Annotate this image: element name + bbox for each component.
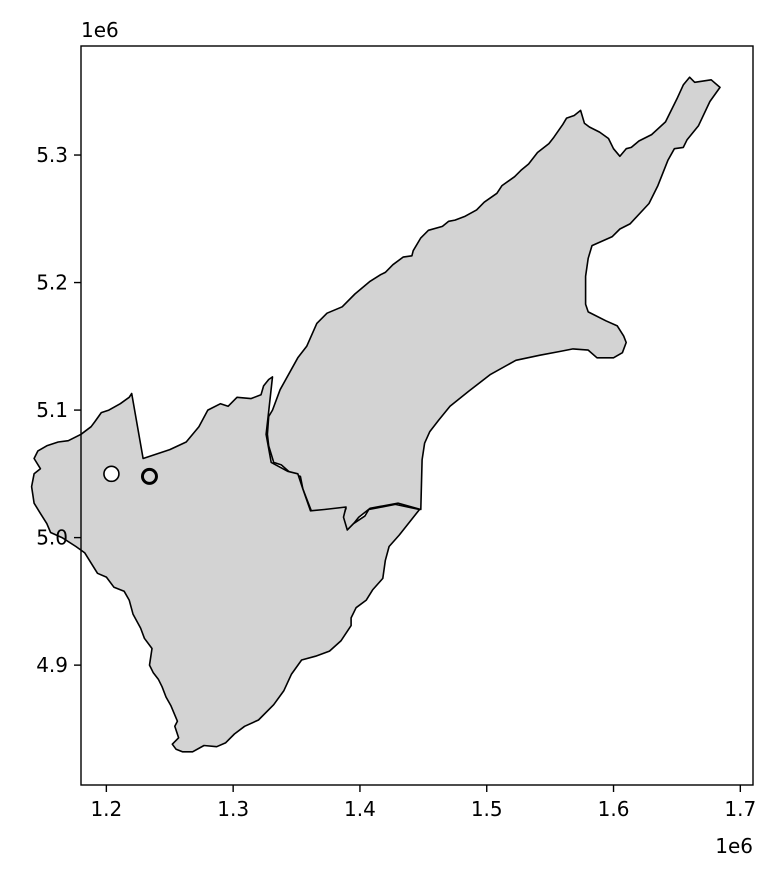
x-tick-label: 1.3 xyxy=(217,797,249,821)
x-axis-ticks: 1.2 1.3 1.4 1.5 1.6 1.7 xyxy=(90,785,756,821)
marker-west xyxy=(103,465,120,483)
x-tick-label: 1.5 xyxy=(471,797,503,821)
x-tick-label: 1.4 xyxy=(344,797,376,821)
axes-frame xyxy=(80,45,754,786)
y-tick-label: 5.2 xyxy=(36,271,68,295)
map-markers xyxy=(103,465,158,485)
y-tick-label: 4.9 xyxy=(36,653,68,677)
y-axis-ticks: 4.9 5.0 5.1 5.2 5.3 xyxy=(36,143,81,677)
marker-east xyxy=(140,467,158,485)
region-southwest xyxy=(30,376,421,753)
x-tick-label: 1.2 xyxy=(90,797,122,821)
y-tick-label: 5.0 xyxy=(36,526,68,550)
y-offset-label: 1e6 xyxy=(81,18,119,42)
x-tick-label: 1.6 xyxy=(598,797,630,821)
x-offset-label: 1e6 xyxy=(715,834,753,858)
x-tick-label: 1.7 xyxy=(724,797,756,821)
map-regions xyxy=(30,76,721,753)
region-northeast xyxy=(266,76,721,531)
y-tick-label: 5.3 xyxy=(36,143,68,167)
y-tick-label: 5.1 xyxy=(36,398,68,422)
